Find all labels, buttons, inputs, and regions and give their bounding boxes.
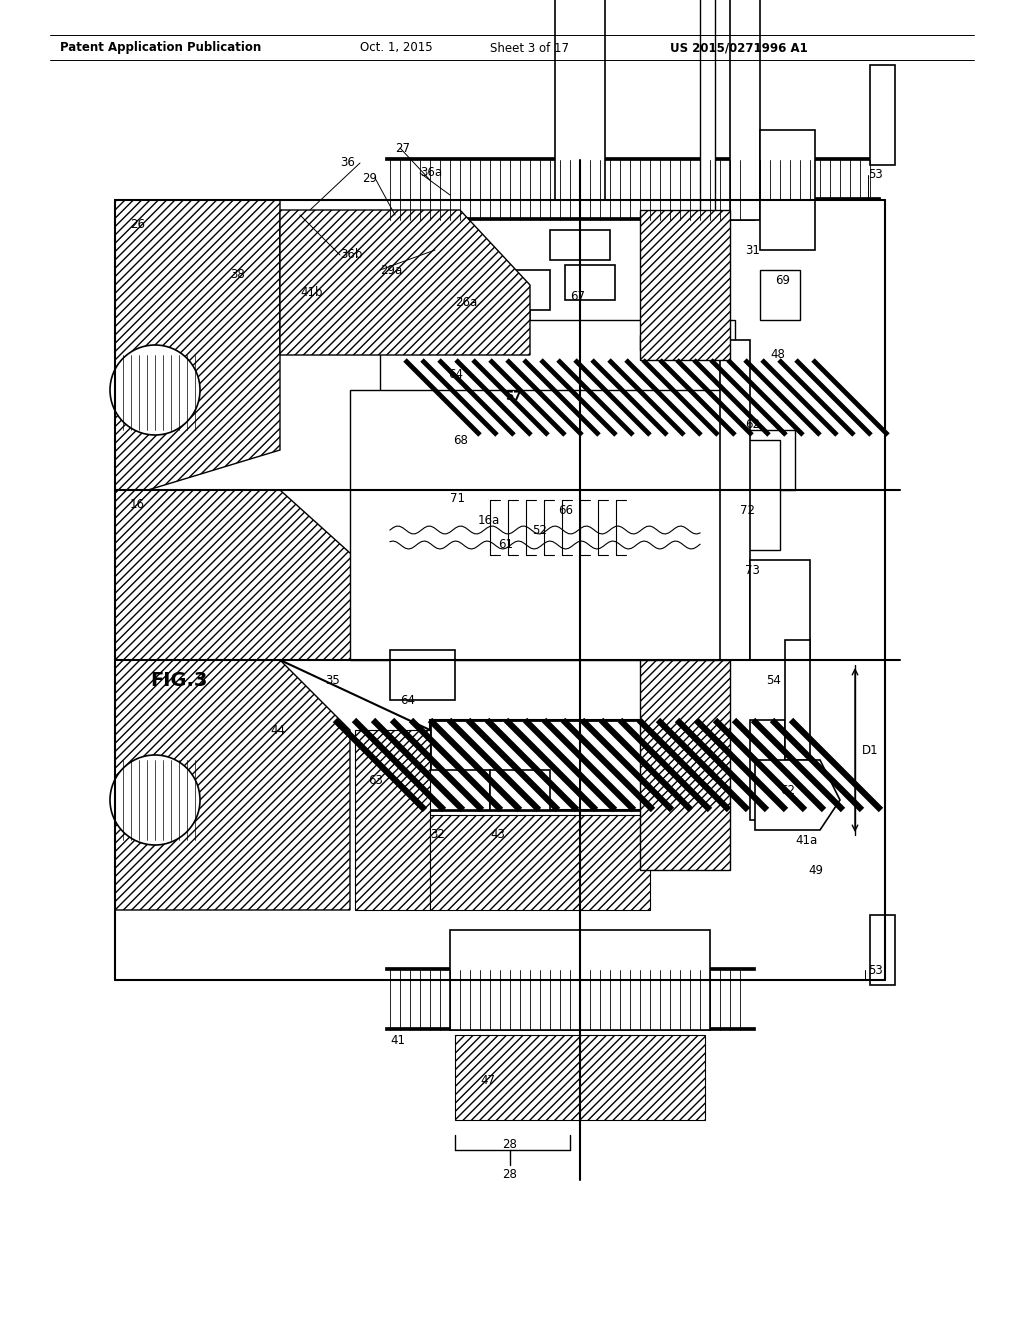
Bar xyxy=(750,560,810,660)
Bar xyxy=(385,1027,755,1030)
Bar xyxy=(735,440,780,550)
Text: 68: 68 xyxy=(453,433,468,446)
Text: 41: 41 xyxy=(390,1034,406,1047)
Polygon shape xyxy=(640,660,730,870)
Bar xyxy=(870,915,895,985)
Text: 53: 53 xyxy=(868,169,883,181)
Bar xyxy=(640,335,695,350)
Polygon shape xyxy=(280,210,530,355)
Text: 71: 71 xyxy=(450,491,465,504)
Text: 36: 36 xyxy=(340,157,355,169)
Bar xyxy=(490,770,550,810)
Text: 41a: 41a xyxy=(795,833,817,846)
Text: FIG.3: FIG.3 xyxy=(150,671,208,689)
Text: 35: 35 xyxy=(325,673,340,686)
Text: 62: 62 xyxy=(780,784,795,796)
Bar xyxy=(490,271,550,310)
Polygon shape xyxy=(430,719,650,810)
Polygon shape xyxy=(455,1035,705,1119)
Bar xyxy=(735,430,795,490)
Polygon shape xyxy=(755,760,840,830)
Bar xyxy=(785,640,810,760)
Text: 32: 32 xyxy=(430,829,444,842)
Text: 53: 53 xyxy=(868,964,883,977)
Bar xyxy=(755,197,880,201)
Text: Oct. 1, 2015: Oct. 1, 2015 xyxy=(360,41,432,54)
Text: Patent Application Publication: Patent Application Publication xyxy=(60,41,261,54)
Text: 67: 67 xyxy=(570,289,585,302)
Bar xyxy=(385,157,755,160)
Text: Sheet 3 of 17: Sheet 3 of 17 xyxy=(490,41,569,54)
Bar xyxy=(460,411,505,436)
Bar xyxy=(760,271,800,319)
Text: 16: 16 xyxy=(130,499,145,511)
Text: 66: 66 xyxy=(558,503,573,516)
Text: 36b: 36b xyxy=(340,248,362,261)
Text: 69: 69 xyxy=(775,273,790,286)
Bar xyxy=(755,157,880,160)
Text: 31: 31 xyxy=(745,243,760,256)
Text: 52: 52 xyxy=(532,524,547,536)
Circle shape xyxy=(110,755,200,845)
Bar xyxy=(430,770,490,810)
Bar xyxy=(390,649,455,700)
Bar xyxy=(550,230,610,260)
Text: 72: 72 xyxy=(740,503,755,516)
Bar xyxy=(555,0,605,201)
Polygon shape xyxy=(280,224,530,350)
Text: 62: 62 xyxy=(745,418,760,432)
Text: 47: 47 xyxy=(480,1073,495,1086)
Bar xyxy=(385,968,755,970)
Text: 49: 49 xyxy=(808,863,823,876)
Text: 44: 44 xyxy=(270,723,285,737)
Polygon shape xyxy=(430,814,650,909)
Text: 28: 28 xyxy=(503,1138,517,1151)
Text: 27: 27 xyxy=(395,141,410,154)
Text: 41b: 41b xyxy=(300,286,323,300)
Text: 26: 26 xyxy=(130,219,145,231)
Bar xyxy=(385,216,755,220)
Text: 57: 57 xyxy=(505,391,521,404)
Bar xyxy=(720,341,750,660)
Polygon shape xyxy=(490,360,660,436)
Text: 63: 63 xyxy=(368,774,383,787)
Text: 36a: 36a xyxy=(420,166,442,180)
Polygon shape xyxy=(115,201,280,500)
Bar xyxy=(350,389,730,660)
Text: 26a: 26a xyxy=(455,297,477,309)
Bar xyxy=(730,0,760,220)
Bar xyxy=(450,931,710,1030)
Polygon shape xyxy=(385,510,480,640)
Text: 64: 64 xyxy=(400,693,415,706)
Text: 64: 64 xyxy=(449,368,463,381)
Text: 61: 61 xyxy=(498,539,513,552)
Text: 28: 28 xyxy=(503,1168,517,1181)
Bar xyxy=(760,129,815,249)
Text: 38: 38 xyxy=(230,268,245,281)
Circle shape xyxy=(110,345,200,436)
Bar xyxy=(720,319,735,490)
Text: US 2015/0271996 A1: US 2015/0271996 A1 xyxy=(670,41,808,54)
Text: 54: 54 xyxy=(766,673,781,686)
Text: 73: 73 xyxy=(745,564,760,577)
Bar xyxy=(565,265,615,300)
Text: D1: D1 xyxy=(862,743,879,756)
Bar xyxy=(750,719,785,820)
Text: 29a: 29a xyxy=(380,264,402,276)
Text: 29: 29 xyxy=(362,172,377,185)
Polygon shape xyxy=(355,730,430,909)
Bar xyxy=(380,319,720,490)
Polygon shape xyxy=(640,210,730,360)
Text: 43: 43 xyxy=(490,829,505,842)
Text: 48: 48 xyxy=(770,348,784,362)
Bar xyxy=(870,65,895,165)
Bar xyxy=(430,319,495,370)
Polygon shape xyxy=(115,660,350,909)
Text: 16a: 16a xyxy=(478,513,501,527)
Bar xyxy=(700,0,715,220)
Bar xyxy=(470,335,520,350)
Polygon shape xyxy=(115,490,380,660)
